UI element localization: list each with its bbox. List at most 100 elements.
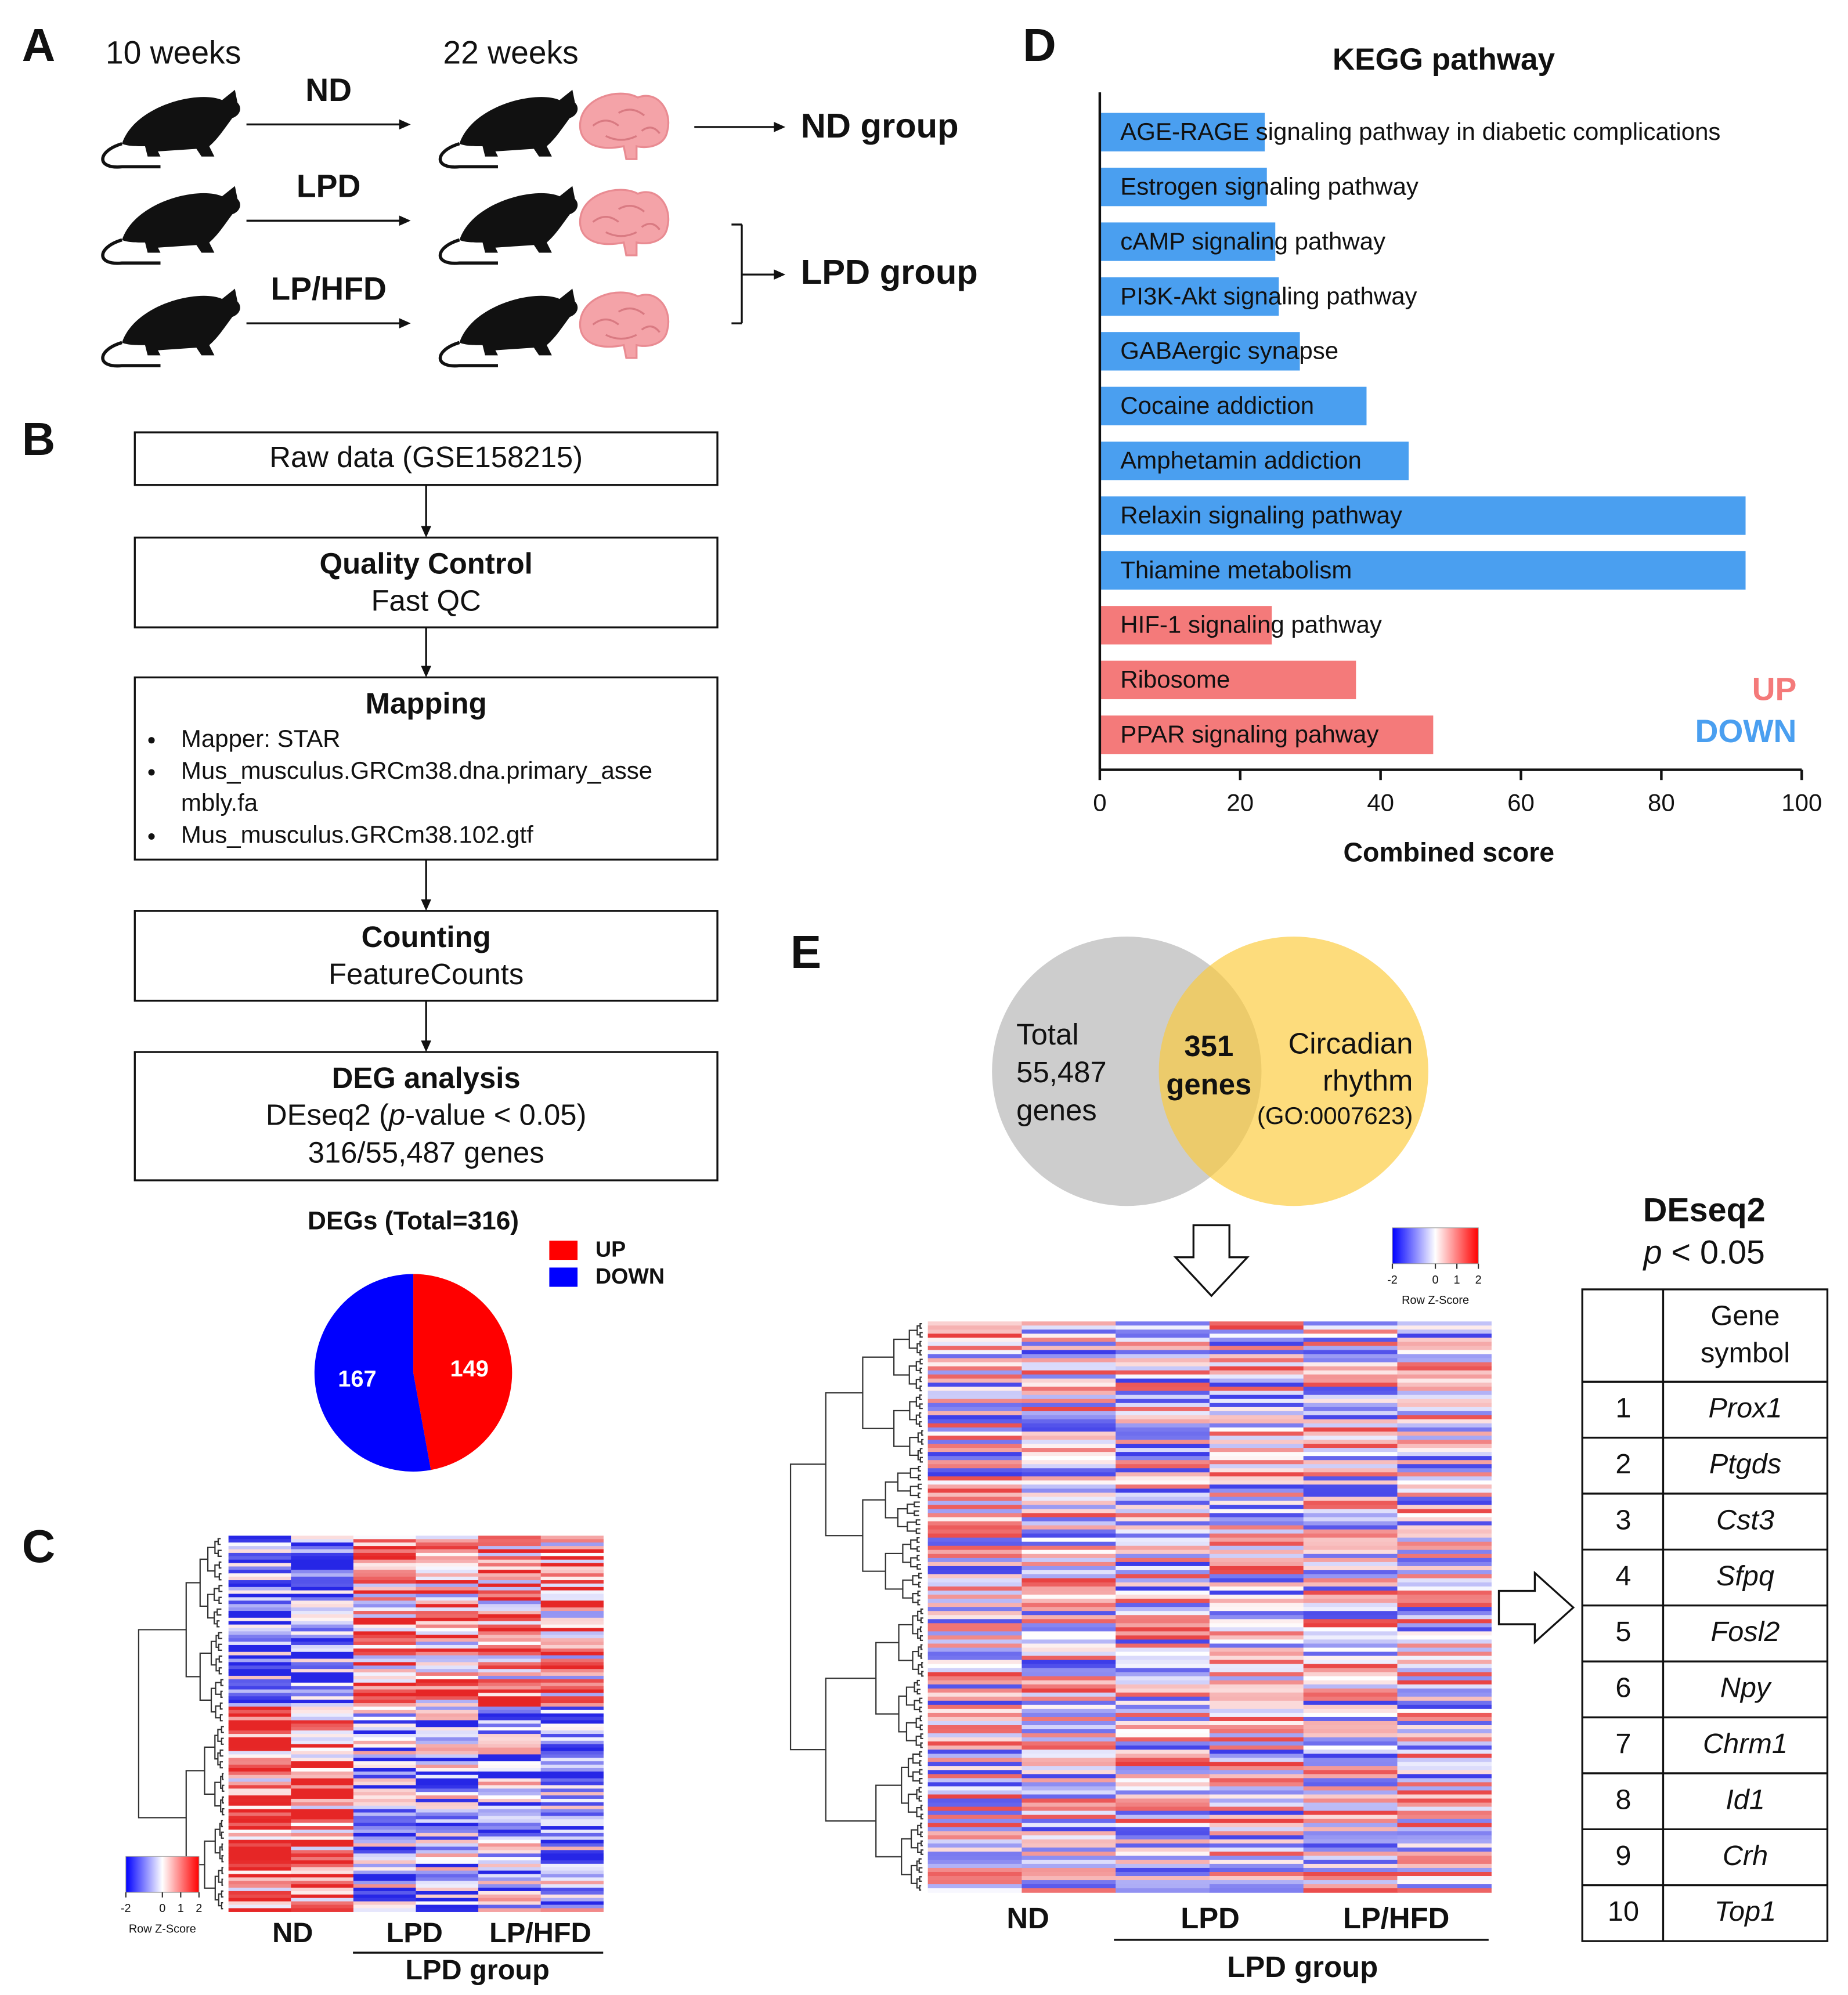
heatmap-cell: [291, 1781, 354, 1786]
heatmap-cell: [1022, 1427, 1116, 1432]
heatmap-cell: [1397, 1745, 1492, 1750]
heatmap-cell: [540, 1798, 604, 1803]
heatmap-cell: [353, 1816, 417, 1820]
dendro-branch: [897, 1508, 908, 1527]
heatmap-cell: [1303, 1750, 1398, 1754]
heatmap-cell: [416, 1867, 479, 1871]
dendro-branch: [914, 1510, 919, 1516]
heatmap-cell: [1116, 1574, 1210, 1579]
heatmap-cell: [1397, 1456, 1492, 1461]
label: ND group: [801, 106, 959, 145]
heatmap-cell: [1209, 1704, 1304, 1710]
heatmap-cell: [228, 1730, 291, 1734]
heatmap-cell: [1116, 1831, 1210, 1836]
dendro-branch: [905, 1686, 915, 1706]
dendro-branch: [919, 1376, 922, 1383]
dendro-branch: [218, 1643, 222, 1651]
heatmap-cell: [1022, 1570, 1116, 1575]
table-cell: 4: [1615, 1560, 1631, 1592]
heatmap-cell: [1397, 1537, 1492, 1542]
heatmap-cell: [1303, 1533, 1398, 1538]
heatmap-cell: [478, 1590, 542, 1595]
brain-icon: [579, 189, 670, 256]
heatmap-cell: [1303, 1729, 1398, 1734]
heatmap-cell: [1116, 1456, 1210, 1461]
heatmap-cell: [540, 1604, 604, 1608]
heatmap-cell: [1209, 1823, 1304, 1828]
heatmap-cell: [1303, 1350, 1398, 1355]
heatmap-cell: [1397, 1419, 1492, 1424]
mouse-tail: [101, 238, 161, 265]
heatmap-cell: [1022, 1831, 1116, 1836]
arrow-head: [421, 899, 432, 911]
heatmap-cell: [927, 1680, 1023, 1685]
heatmap-cell: [1022, 1586, 1116, 1591]
dendro-branch: [917, 1628, 921, 1639]
heatmap-cell: [1209, 1398, 1304, 1404]
heatmap-cell: [1209, 1672, 1304, 1677]
heatmap-cell: [1116, 1651, 1210, 1657]
dendro-branch: [214, 1611, 218, 1625]
heatmap-cell: [1116, 1382, 1210, 1387]
heatmap-cell: [228, 1823, 291, 1827]
dendro-branch: [921, 1840, 923, 1846]
heatmap-cell: [1303, 1545, 1398, 1551]
heatmap-cell: [1116, 1798, 1210, 1804]
legend-label: UP: [595, 1237, 626, 1262]
heatmap-cell: [353, 1788, 417, 1792]
heatmap-cell: [540, 1860, 604, 1864]
heatmap-cell: [291, 1904, 354, 1909]
heatmap-cell: [291, 1580, 354, 1584]
heatmap-cell: [540, 1693, 604, 1697]
dendro-branch: [893, 1409, 910, 1447]
dendro-branch: [220, 1690, 223, 1698]
heatmap-cell: [1209, 1782, 1304, 1787]
heatmap-cell: [1116, 1672, 1210, 1677]
dendro-branch: [916, 1689, 921, 1695]
heatmap-cell: [1116, 1770, 1210, 1774]
scale-tick-label: -2: [1387, 1274, 1398, 1286]
heatmap-cell: [1022, 1517, 1116, 1522]
heatmap-cell: [1397, 1517, 1492, 1522]
heatmap-cell: [1397, 1611, 1492, 1615]
heatmap-cell: [478, 1788, 542, 1792]
heatmap-cell: [1303, 1847, 1398, 1852]
heatmap-cell: [478, 1552, 542, 1557]
heatmap-cell: [540, 1788, 604, 1792]
dendro-branch: [915, 1718, 921, 1728]
heatmap-cell: [1303, 1398, 1398, 1404]
heatmap-cell: [1209, 1370, 1304, 1375]
heatmap-cell: [1116, 1839, 1210, 1844]
heatmap-cell: [291, 1737, 354, 1741]
heatmap-cell: [228, 1846, 291, 1851]
heatmap-cell: [1116, 1541, 1210, 1546]
heatmap-cell: [927, 1432, 1023, 1436]
label: 10 weeks: [106, 35, 241, 71]
heatmap-cell: [353, 1774, 417, 1779]
heatmap-cell: [540, 1686, 604, 1690]
heatmap-cell: [478, 1624, 542, 1629]
heatmap-cell: [1022, 1708, 1116, 1714]
mouse-body: [122, 288, 240, 356]
heatmap-cell: [1209, 1684, 1304, 1689]
heatmap-cell: [353, 1621, 417, 1625]
heatmap-cell: [1022, 1704, 1116, 1710]
heatmap-cell: [228, 1737, 291, 1741]
heatmap-cell: [1397, 1448, 1492, 1452]
heatmap-cell: [416, 1751, 479, 1755]
label: Fast QC: [371, 584, 481, 617]
hollow-arrow: [1173, 1224, 1250, 1298]
heatmap-cell: [353, 1884, 417, 1888]
heatmap-cell: [416, 1573, 479, 1577]
heatmap-cell: [291, 1658, 354, 1663]
heatmap-cell: [1022, 1350, 1116, 1355]
heatmap-cell: [1022, 1639, 1116, 1645]
heatmap-cell: [416, 1624, 479, 1629]
heatmap-cell: [228, 1669, 291, 1673]
heatmap-cell: [478, 1617, 542, 1622]
dendro-branch: [916, 1679, 920, 1686]
heatmap-cell: [478, 1829, 542, 1834]
dendro-branch: [921, 1439, 924, 1445]
table-cell: Top1: [1715, 1896, 1776, 1927]
dendro-branch: [219, 1714, 223, 1722]
